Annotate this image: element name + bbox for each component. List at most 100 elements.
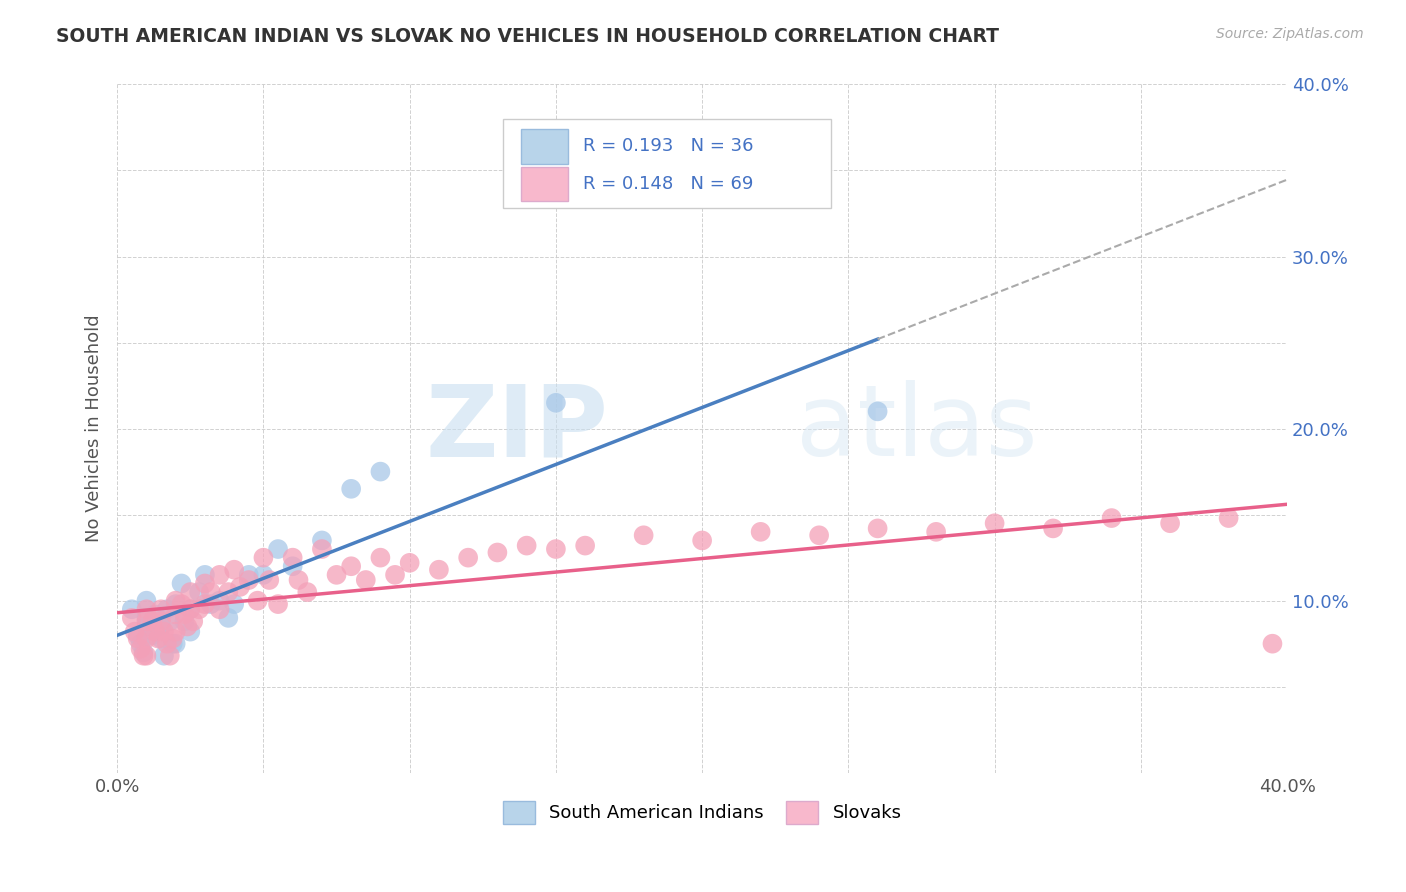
- Point: [179, 602, 201, 616]
- FancyBboxPatch shape: [520, 129, 568, 163]
- Point: [150, 632, 173, 646]
- Point: [925, 524, 948, 539]
- Point: [162, 637, 184, 651]
- Point: [121, 611, 143, 625]
- Point: [325, 567, 347, 582]
- Point: [370, 465, 392, 479]
- Point: [135, 632, 157, 646]
- Point: [165, 624, 187, 639]
- Point: [297, 585, 319, 599]
- Point: [252, 567, 274, 582]
- Point: [267, 542, 290, 557]
- Point: [200, 585, 222, 599]
- Text: atlas: atlas: [796, 380, 1038, 477]
- Point: [127, 628, 149, 642]
- Point: [252, 550, 274, 565]
- Point: [135, 593, 157, 607]
- Point: [153, 648, 176, 663]
- Point: [259, 573, 281, 587]
- Point: [354, 573, 377, 587]
- Point: [170, 597, 193, 611]
- Point: [165, 597, 187, 611]
- Point: [866, 521, 889, 535]
- Point: [866, 404, 889, 418]
- Point: [633, 528, 655, 542]
- Point: [208, 602, 231, 616]
- Point: [398, 556, 420, 570]
- Point: [135, 619, 157, 633]
- Point: [165, 637, 187, 651]
- Point: [1101, 511, 1123, 525]
- Point: [179, 602, 201, 616]
- Point: [141, 628, 163, 642]
- Point: [121, 602, 143, 616]
- Point: [129, 641, 152, 656]
- Point: [194, 597, 217, 611]
- Point: [159, 648, 181, 663]
- Point: [153, 624, 176, 639]
- Point: [181, 615, 204, 629]
- Point: [156, 637, 179, 651]
- Point: [1159, 516, 1181, 531]
- Point: [132, 648, 155, 663]
- Point: [170, 576, 193, 591]
- Point: [340, 482, 363, 496]
- Point: [690, 533, 713, 548]
- Point: [486, 545, 509, 559]
- Point: [224, 563, 246, 577]
- Point: [132, 645, 155, 659]
- Point: [427, 563, 450, 577]
- Text: SOUTH AMERICAN INDIAN VS SLOVAK NO VEHICLES IN HOUSEHOLD CORRELATION CHART: SOUTH AMERICAN INDIAN VS SLOVAK NO VEHIC…: [56, 27, 1000, 45]
- Text: ZIP: ZIP: [426, 380, 609, 477]
- Point: [127, 632, 149, 646]
- Point: [311, 533, 333, 548]
- Point: [200, 597, 222, 611]
- Point: [135, 648, 157, 663]
- Text: R = 0.148   N = 69: R = 0.148 N = 69: [583, 175, 754, 194]
- Point: [159, 615, 181, 629]
- Point: [165, 593, 187, 607]
- Point: [135, 611, 157, 625]
- FancyBboxPatch shape: [503, 119, 831, 209]
- Point: [370, 550, 392, 565]
- Point: [574, 539, 596, 553]
- Point: [384, 567, 406, 582]
- Point: [983, 516, 1005, 531]
- Point: [516, 539, 538, 553]
- Y-axis label: No Vehicles in Household: No Vehicles in Household: [86, 315, 103, 542]
- Legend: South American Indians, Slovaks: South American Indians, Slovaks: [494, 792, 911, 832]
- Point: [156, 602, 179, 616]
- Point: [194, 567, 217, 582]
- Point: [340, 559, 363, 574]
- Point: [224, 597, 246, 611]
- Point: [217, 585, 239, 599]
- Point: [135, 615, 157, 629]
- Point: [162, 632, 184, 646]
- Point: [188, 602, 211, 616]
- Point: [188, 585, 211, 599]
- Point: [208, 593, 231, 607]
- FancyBboxPatch shape: [520, 167, 568, 202]
- Point: [124, 624, 146, 639]
- Point: [146, 632, 169, 646]
- Point: [267, 597, 290, 611]
- Point: [173, 615, 195, 629]
- Point: [135, 602, 157, 616]
- Point: [457, 550, 479, 565]
- Point: [311, 542, 333, 557]
- Point: [208, 567, 231, 582]
- Point: [129, 637, 152, 651]
- Point: [544, 542, 567, 557]
- Point: [165, 607, 187, 622]
- Point: [246, 593, 269, 607]
- Point: [143, 607, 166, 622]
- Point: [238, 573, 260, 587]
- Point: [194, 576, 217, 591]
- Point: [179, 624, 201, 639]
- Point: [749, 524, 772, 539]
- Point: [1261, 637, 1284, 651]
- Text: R = 0.193   N = 36: R = 0.193 N = 36: [583, 137, 754, 155]
- Point: [238, 567, 260, 582]
- Point: [229, 580, 252, 594]
- Point: [1218, 511, 1240, 525]
